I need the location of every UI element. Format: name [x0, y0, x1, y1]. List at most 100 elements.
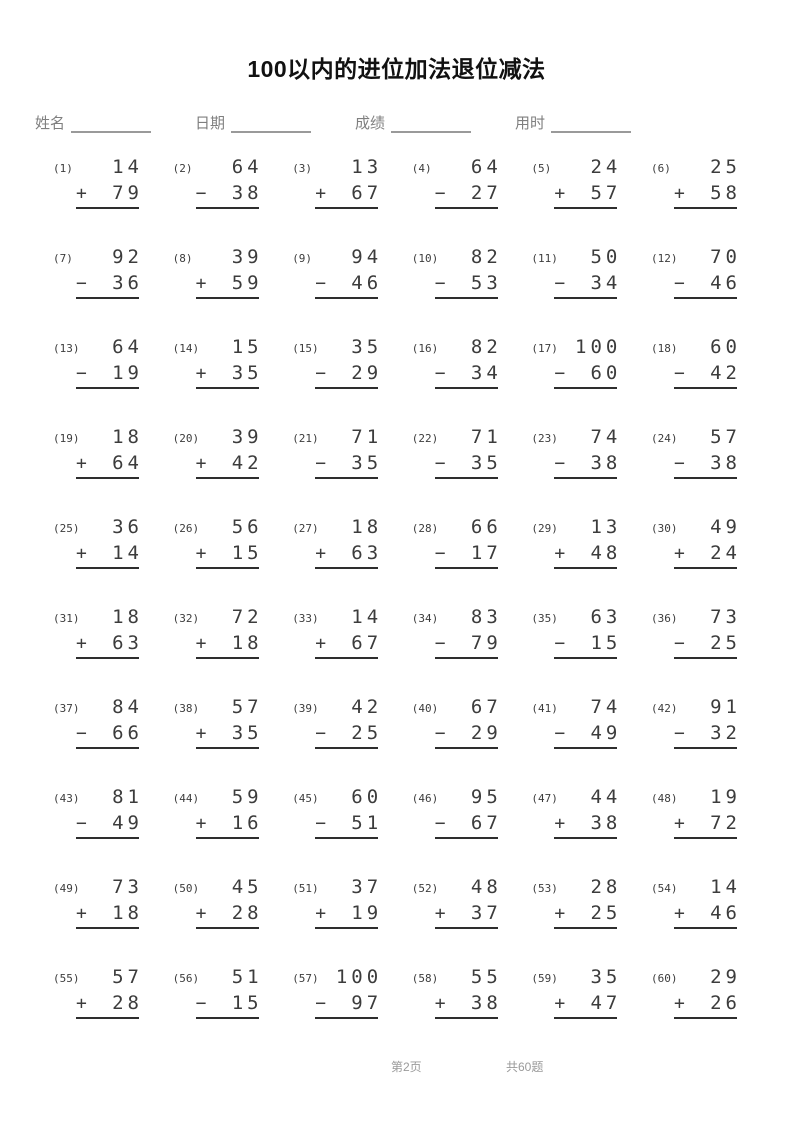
operator-sign: + [195, 273, 207, 294]
problem-number-label: (26) [172, 522, 200, 535]
top-operand: 92 [112, 246, 143, 268]
top-operand: 14 [112, 156, 143, 178]
problem-top-line: (56) 51 [173, 964, 259, 988]
operator-sign: + [195, 813, 207, 834]
top-operand: 72 [231, 606, 263, 628]
problem-top-line: (1) 14 [53, 154, 139, 178]
problem-number-label: (5) [531, 162, 552, 175]
bottom-operand: 49 [112, 812, 143, 834]
operator-sign: − [315, 723, 327, 744]
problem-number-label: (46) [411, 792, 439, 805]
problem-bottom-line: − 38 [554, 452, 617, 479]
problem-top-line: (7) 92 [53, 244, 139, 268]
problem-number-label: (60) [650, 972, 678, 985]
fill-in-blank-line [231, 118, 312, 133]
problem-bottom-line: − 32 [673, 722, 737, 749]
math-problem: (13) 64 − 19 [53, 334, 139, 393]
top-operand: 64 [112, 336, 143, 358]
math-problem: (50) 45 + 28 [173, 874, 259, 933]
problem-bottom-line: − 51 [315, 812, 378, 839]
problem-top-line: (57) 100 [292, 964, 378, 988]
math-problem: (30) 49 + 24 [651, 514, 737, 573]
problem-bottom-line: + 18 [195, 632, 259, 659]
problem-number-label: (7) [53, 252, 73, 265]
bottom-operand: 36 [112, 272, 143, 294]
operator-sign: + [195, 543, 207, 564]
problem-number-label: (21) [292, 432, 319, 445]
operator-sign: − [554, 723, 566, 744]
operator-sign: − [673, 363, 685, 384]
top-operand: 60 [351, 786, 383, 808]
top-operand: 81 [112, 786, 143, 808]
problem-number-label: (33) [292, 612, 319, 625]
operator-sign: + [195, 363, 207, 384]
top-operand: 25 [710, 156, 741, 178]
bottom-operand: 34 [470, 362, 502, 384]
top-operand: 57 [231, 696, 263, 718]
math-problem: (10) 82 − 53 [412, 244, 498, 303]
top-operand: 67 [470, 696, 502, 718]
top-operand: 71 [351, 426, 383, 448]
math-problem: (21) 71 − 35 [292, 424, 378, 483]
math-problem: (12) 70 − 46 [651, 244, 737, 303]
problem-top-line: (27) 18 [292, 514, 378, 538]
problem-bottom-line: − 35 [315, 452, 378, 479]
problem-bottom-line: − 67 [434, 812, 498, 839]
problem-number-label: (25) [53, 522, 80, 535]
math-problem: (37) 84 − 66 [53, 694, 139, 753]
problem-top-line: (48) 19 [651, 784, 737, 808]
bottom-operand: 16 [231, 812, 263, 834]
operator-sign: + [434, 903, 446, 924]
problem-top-line: (50) 45 [173, 874, 259, 898]
problem-top-line: (51) 37 [292, 874, 378, 898]
problem-bottom-line: − 15 [554, 632, 617, 659]
problem-bottom-line: + 46 [673, 902, 737, 929]
top-operand: 45 [231, 876, 263, 898]
bottom-operand: 38 [231, 182, 263, 204]
operator-sign: + [195, 633, 207, 654]
bottom-operand: 57 [590, 182, 622, 204]
problem-bottom-line: + 47 [554, 992, 617, 1019]
operator-sign: + [434, 993, 446, 1014]
problem-top-line: (38) 57 [173, 694, 259, 718]
operator-sign: + [673, 543, 685, 564]
math-problem: (19) 18 + 64 [53, 424, 139, 483]
top-operand: 13 [351, 156, 383, 178]
top-operand: 63 [590, 606, 622, 628]
operator-sign: + [76, 993, 87, 1014]
operator-sign: + [554, 993, 566, 1014]
problem-top-line: (9) 94 [292, 244, 378, 268]
operator-sign: + [673, 813, 685, 834]
top-operand: 71 [470, 426, 502, 448]
math-problem: (51) 37 + 19 [292, 874, 378, 933]
problem-bottom-line: − 60 [554, 362, 617, 389]
problem-bottom-line: − 34 [434, 362, 498, 389]
math-problem: (16) 82 − 34 [412, 334, 498, 393]
top-operand: 74 [590, 426, 622, 448]
operator-sign: − [434, 363, 446, 384]
bottom-operand: 26 [710, 992, 741, 1014]
problem-bottom-line: − 42 [673, 362, 737, 389]
math-problem: (24) 57 − 38 [651, 424, 737, 483]
bottom-operand: 37 [470, 902, 502, 924]
problem-number-label: (24) [650, 432, 678, 445]
top-operand: 51 [231, 966, 263, 988]
operator-sign: − [434, 723, 446, 744]
bottom-operand: 79 [470, 632, 502, 654]
problem-bottom-line: + 57 [554, 182, 617, 209]
math-problem: (60) 29 + 26 [651, 964, 737, 1023]
problem-number-label: (45) [292, 792, 319, 805]
header-field: 成绩 [355, 112, 472, 133]
problem-bottom-line: + 58 [673, 182, 737, 209]
top-operand: 60 [710, 336, 741, 358]
bottom-operand: 25 [351, 722, 383, 744]
bottom-operand: 18 [112, 902, 143, 924]
header-field-label: 姓名 [35, 115, 66, 132]
math-problem: (43) 81 − 49 [53, 784, 139, 843]
problem-top-line: (42) 91 [651, 694, 737, 718]
problem-number-label: (35) [531, 612, 558, 625]
bottom-operand: 29 [351, 362, 383, 384]
operator-sign: − [434, 813, 446, 834]
problem-bottom-line: − 25 [315, 722, 378, 749]
problem-number-label: (11) [531, 252, 558, 265]
